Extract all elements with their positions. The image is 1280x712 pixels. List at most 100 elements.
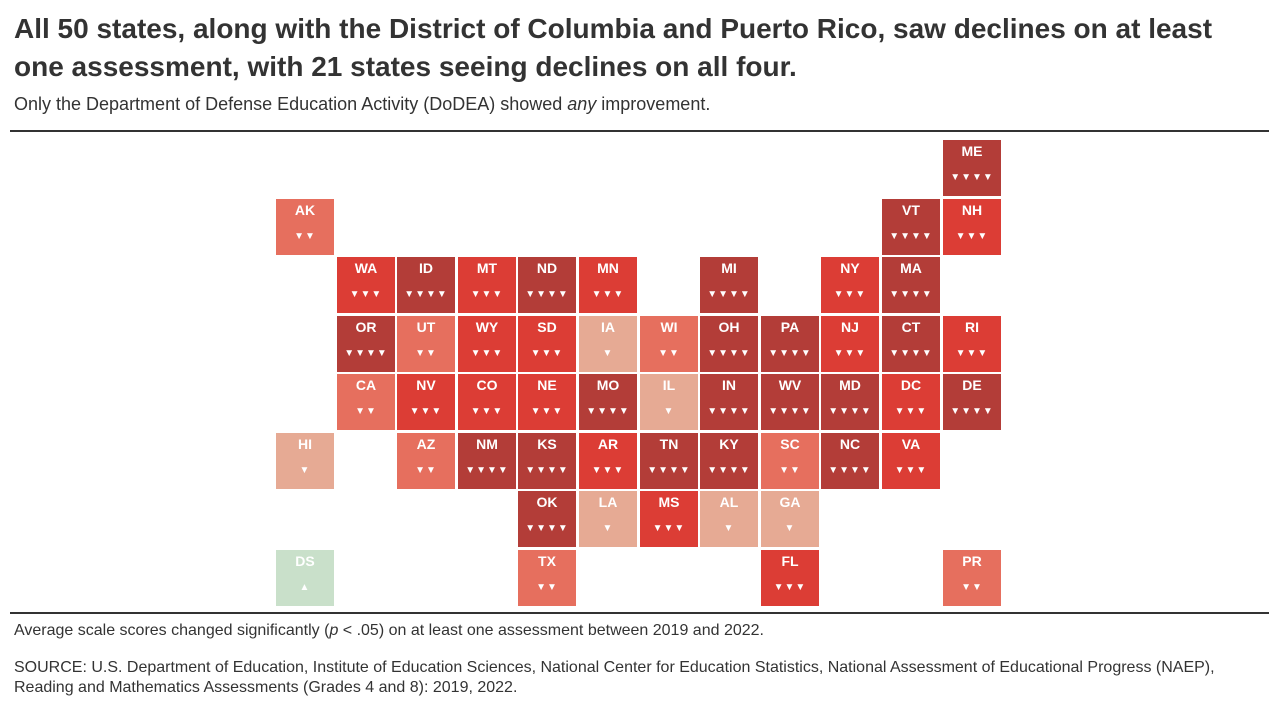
state-abbr: WV xyxy=(778,377,802,393)
state-abbr: SD xyxy=(537,319,557,335)
state-tile-vt: VT ▼▼▼▼ xyxy=(882,199,940,255)
state-abbr: AR xyxy=(597,436,619,452)
state-tile-nh: NH ▼▼▼ xyxy=(943,199,1001,255)
state-abbr: OK xyxy=(536,494,558,510)
decline-arrows: ▼▼▼▼ xyxy=(465,465,509,476)
state-tile-nc: NC ▼▼▼▼ xyxy=(821,433,879,489)
decline-arrows: ▼▼▼ xyxy=(894,406,928,417)
state-tile-ak: AK ▼▼ xyxy=(276,199,334,255)
state-tile-ny: NY ▼▼▼ xyxy=(821,257,879,313)
state-abbr: AL xyxy=(719,494,739,510)
state-abbr: ND xyxy=(536,260,558,276)
decline-arrows: ▼▼▼ xyxy=(894,465,928,476)
decline-arrows: ▼▼▼ xyxy=(530,406,564,417)
state-abbr: DS xyxy=(295,553,315,569)
state-tile-ks: KS ▼▼▼▼ xyxy=(518,433,576,489)
state-abbr: NY xyxy=(840,260,860,276)
decline-arrows: ▼▼▼▼ xyxy=(828,406,872,417)
state-abbr: LA xyxy=(598,494,618,510)
state-abbr: DE xyxy=(962,377,982,393)
decline-arrows: ▼▼▼ xyxy=(591,465,625,476)
state-tile-or: OR ▼▼▼▼ xyxy=(337,316,395,372)
decline-arrows: ▼▼ xyxy=(415,465,437,476)
state-tile-oh: OH ▼▼▼▼ xyxy=(700,316,758,372)
decline-arrows: ▼▼▼ xyxy=(530,348,564,359)
decline-arrows: ▼ xyxy=(784,523,796,534)
state-tile-wa: WA ▼▼▼ xyxy=(337,257,395,313)
decline-arrows: ▼▼▼▼ xyxy=(889,231,933,242)
state-abbr: WA xyxy=(354,260,378,276)
decline-arrows: ▼▼▼ xyxy=(773,582,807,593)
decline-arrows: ▼▼▼ xyxy=(409,406,443,417)
state-abbr: WI xyxy=(660,319,678,335)
state-tile-ma: MA ▼▼▼▼ xyxy=(882,257,940,313)
bottom-divider xyxy=(10,612,1269,614)
decline-arrows: ▼▼▼ xyxy=(833,289,867,300)
state-tile-pr: PR ▼▼ xyxy=(943,550,1001,606)
state-abbr: VA xyxy=(901,436,921,452)
decline-arrows: ▼▼▼ xyxy=(955,231,989,242)
decline-arrows: ▼▼▼ xyxy=(833,348,867,359)
decline-arrows: ▼▼▼▼ xyxy=(707,406,751,417)
decline-arrows: ▼▼▼ xyxy=(349,289,383,300)
state-abbr: MA xyxy=(900,260,922,276)
state-abbr: GA xyxy=(779,494,801,510)
decline-arrows: ▼▼▼▼ xyxy=(889,289,933,300)
state-tile-ct: CT ▼▼▼▼ xyxy=(882,316,940,372)
decline-arrows: ▼▼▼▼ xyxy=(647,465,691,476)
state-abbr: IA xyxy=(601,319,615,335)
state-abbr: ID xyxy=(419,260,433,276)
state-tile-hi: HI ▼ xyxy=(276,433,334,489)
state-abbr: PA xyxy=(780,319,800,335)
decline-arrows: ▼▼▼▼ xyxy=(768,406,812,417)
state-tile-ky: KY ▼▼▼▼ xyxy=(700,433,758,489)
state-tile-ut: UT ▼▼ xyxy=(397,316,455,372)
state-abbr: IN xyxy=(722,377,736,393)
state-tile-mi: MI ▼▼▼▼ xyxy=(700,257,758,313)
state-abbr: NM xyxy=(476,436,498,452)
state-tile-wv: WV ▼▼▼▼ xyxy=(761,374,819,430)
state-abbr: ME xyxy=(961,143,983,159)
decline-arrows: ▼▼▼▼ xyxy=(404,289,448,300)
decline-arrows: ▼▼▼▼ xyxy=(950,406,994,417)
state-abbr: SC xyxy=(780,436,800,452)
state-abbr: AK xyxy=(294,202,316,218)
state-tile-ga: GA ▼ xyxy=(761,491,819,547)
state-abbr: MO xyxy=(596,377,620,393)
state-abbr: UT xyxy=(416,319,436,335)
decline-arrows: ▼▼ xyxy=(658,348,680,359)
decline-arrows: ▼▼▼▼ xyxy=(950,172,994,183)
state-tile-nj: NJ ▼▼▼ xyxy=(821,316,879,372)
decline-arrows: ▼▼▼▼ xyxy=(768,348,812,359)
significance-note: Average scale scores changed significant… xyxy=(14,621,764,641)
state-abbr: OR xyxy=(355,319,377,335)
state-tile-ca: CA ▼▼ xyxy=(337,374,395,430)
state-abbr: VT xyxy=(902,202,920,218)
state-abbr: CA xyxy=(355,377,377,393)
decline-arrows: ▼▼▼ xyxy=(470,406,504,417)
state-abbr: AZ xyxy=(416,436,436,452)
state-tile-mn: MN ▼▼▼ xyxy=(579,257,637,313)
state-tile-mo: MO ▼▼▼▼ xyxy=(579,374,637,430)
decline-arrows: ▼▼▼▼ xyxy=(707,348,751,359)
state-tile-fl: FL ▼▼▼ xyxy=(761,550,819,606)
state-tile-nm: NM ▼▼▼▼ xyxy=(458,433,516,489)
state-abbr: CT xyxy=(901,319,921,335)
note-text-end: < .05) on at least one assessment betwee… xyxy=(338,622,764,639)
increase-arrows: ▲ xyxy=(299,582,311,593)
decline-arrows: ▼▼▼▼ xyxy=(344,348,388,359)
state-abbr: NH xyxy=(961,202,983,218)
state-abbr: NV xyxy=(416,377,436,393)
state-tile-md: MD ▼▼▼▼ xyxy=(821,374,879,430)
state-abbr: IL xyxy=(662,377,676,393)
decline-arrows: ▼▼▼ xyxy=(470,289,504,300)
state-tile-nv: NV ▼▼▼ xyxy=(397,374,455,430)
state-tile-wi: WI ▼▼ xyxy=(640,316,698,372)
state-tile-id: ID ▼▼▼▼ xyxy=(397,257,455,313)
decline-arrows: ▼▼ xyxy=(415,348,437,359)
state-abbr: MS xyxy=(658,494,680,510)
state-abbr: MD xyxy=(839,377,861,393)
decline-arrows: ▼▼ xyxy=(536,582,558,593)
state-tile-de: DE ▼▼▼▼ xyxy=(943,374,1001,430)
